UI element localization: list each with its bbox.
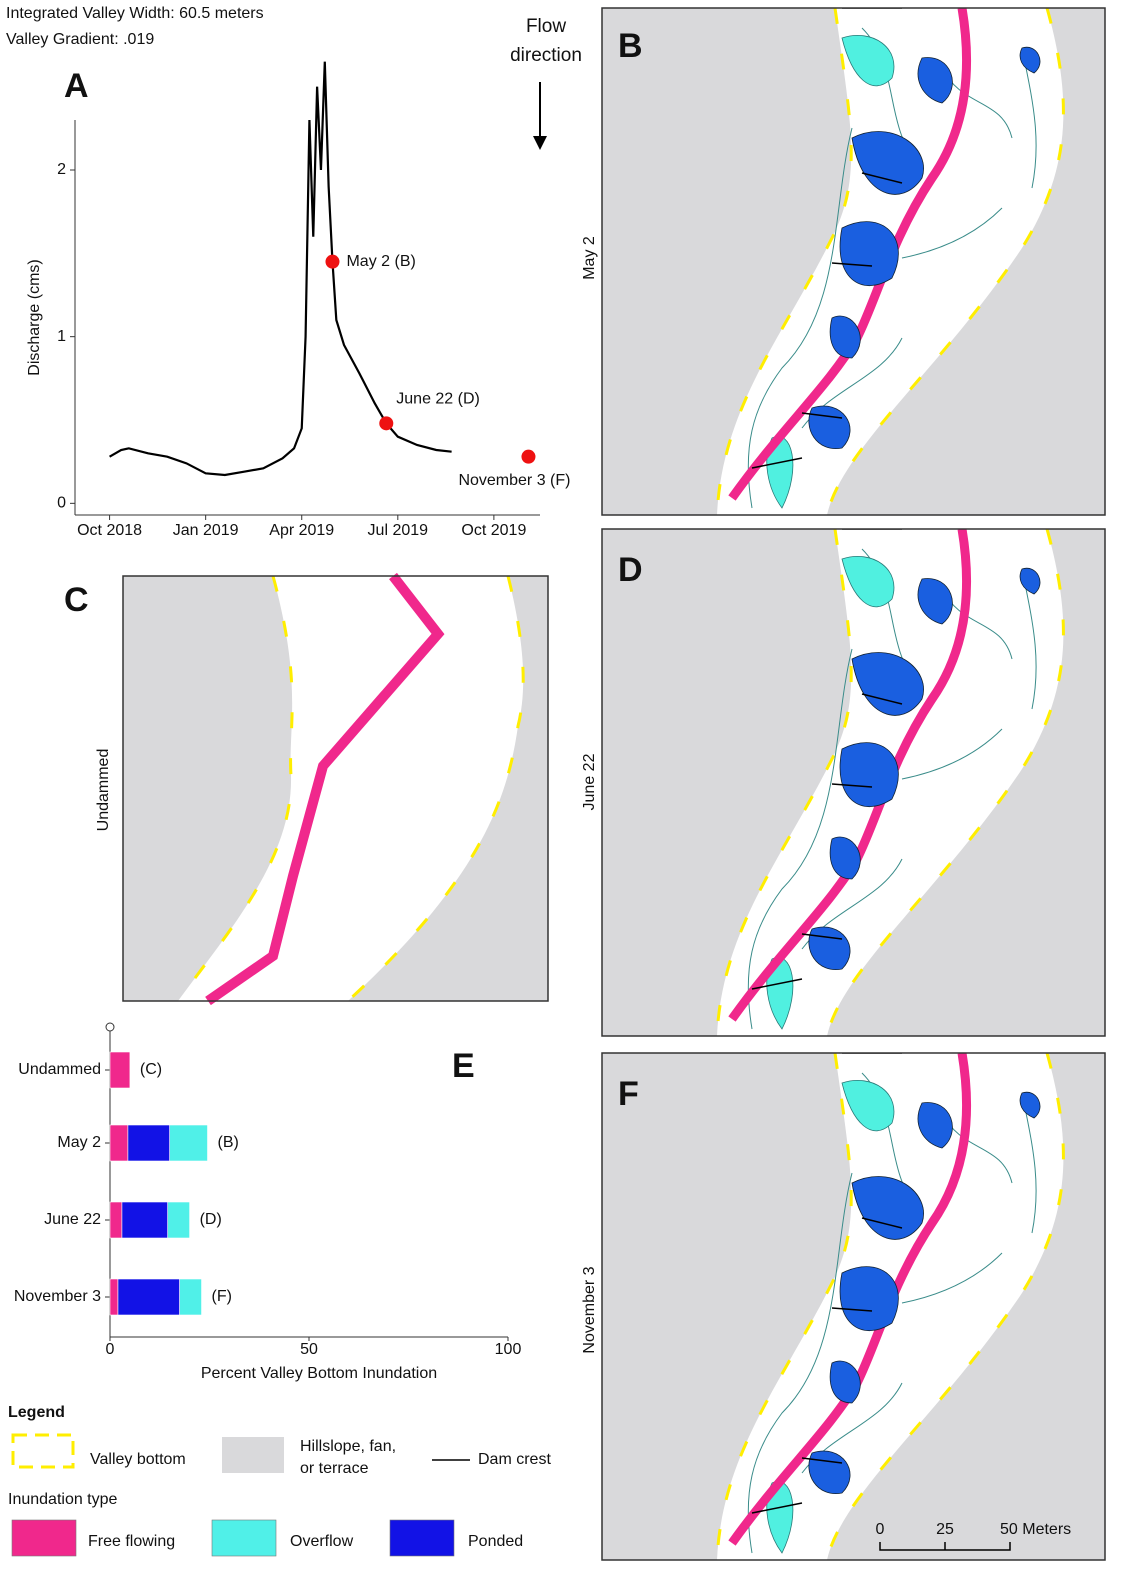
legend-swatch: [11, 1519, 77, 1557]
legend-valley-swatch: [11, 1433, 75, 1469]
legend-label: Free flowing: [88, 1533, 175, 1550]
flow-direction: Flow direction: [510, 16, 582, 66]
header-gradient: Valley Gradient: .019: [6, 31, 154, 48]
bar-segment: [109, 1278, 119, 1316]
scale-label: 25: [936, 1521, 954, 1538]
scale-label: 50 Meters: [1000, 1521, 1071, 1538]
x-tick-label: 50: [300, 1341, 318, 1358]
bar-segment: [179, 1278, 202, 1316]
bar-segment: [127, 1124, 171, 1162]
y-tick-label: May 2: [57, 1134, 101, 1151]
legend-swatch: [389, 1519, 455, 1557]
map-b: [601, 7, 1106, 516]
x-tick-label: Jan 2019: [173, 522, 239, 539]
flow-arrow-head: [533, 136, 547, 150]
x-tick-label: Apr 2019: [269, 522, 334, 539]
legend-label: Dam crest: [478, 1451, 551, 1468]
legend-label: Overflow: [290, 1533, 354, 1550]
x-tick-label: Jul 2019: [368, 522, 429, 539]
axis-cap: [105, 1022, 115, 1032]
sample-point: [379, 416, 394, 431]
legend-swatch: [211, 1519, 277, 1557]
scale-label: 0: [876, 1521, 885, 1538]
y-tick-label: 1: [57, 328, 66, 345]
map-label: June 22: [581, 753, 598, 810]
y-tick-label: Undammed: [18, 1061, 101, 1078]
x-axis-label: Percent Valley Bottom Inundation: [201, 1365, 437, 1382]
scale-bar: 0 25 50 Meters: [876, 1521, 1071, 1551]
bar-segment: [109, 1051, 131, 1089]
panel-letter: F: [618, 1075, 639, 1113]
x-tick-label: Oct 2018: [77, 522, 142, 539]
sample-point: [521, 449, 536, 464]
panel-letter: D: [618, 551, 643, 589]
bar-label: (D): [200, 1211, 222, 1228]
x-tick-label: 100: [495, 1341, 522, 1358]
discharge-line: [109, 61, 452, 477]
panel-letter: A: [64, 67, 89, 105]
panel-letter: B: [618, 27, 643, 65]
map-label: November 3: [581, 1266, 598, 1353]
bar-segment: [169, 1124, 208, 1162]
y-tick-label: June 22: [44, 1211, 101, 1228]
map-label: May 2: [581, 236, 598, 280]
x-tick-label: Oct 2019: [461, 522, 526, 539]
bar-segment: [121, 1201, 169, 1239]
map-label: Undammed: [95, 749, 112, 832]
x-tick-label: 0: [106, 1341, 115, 1358]
legend-subtitle: Inundation type: [8, 1491, 118, 1508]
sample-point: [325, 254, 340, 269]
legend-label: Valley bottom: [90, 1451, 186, 1468]
bar-segment: [167, 1201, 190, 1239]
bar-segment: [109, 1201, 123, 1239]
bar-segment: [109, 1124, 129, 1162]
y-tick-label: 2: [57, 161, 66, 178]
y-tick-label: 0: [57, 495, 66, 512]
map-c: [122, 572, 549, 1006]
map-f: [601, 1052, 1106, 1561]
point-label: November 3 (F): [458, 472, 570, 489]
point-label: May 2 (B): [346, 253, 415, 270]
legend-hillslope-swatch: [222, 1437, 284, 1473]
panel-letter: E: [452, 1047, 475, 1085]
point-label: June 22 (D): [396, 391, 480, 408]
y-axis-label: Discharge (cms): [26, 259, 43, 375]
legend-label: Hillslope, fan, or terrace: [300, 1438, 397, 1477]
bar-segment: [117, 1278, 180, 1316]
panel-letter: C: [64, 581, 89, 619]
map-d: [601, 528, 1106, 1037]
bar-label: (B): [218, 1134, 239, 1151]
legend-title: Legend: [8, 1404, 65, 1421]
header-width: Integrated Valley Width: 60.5 meters: [6, 5, 264, 22]
bar-label: (C): [140, 1061, 162, 1078]
legend-label: Ponded: [468, 1533, 523, 1550]
y-tick-label: November 3: [14, 1288, 101, 1305]
bar-label: (F): [212, 1288, 232, 1305]
